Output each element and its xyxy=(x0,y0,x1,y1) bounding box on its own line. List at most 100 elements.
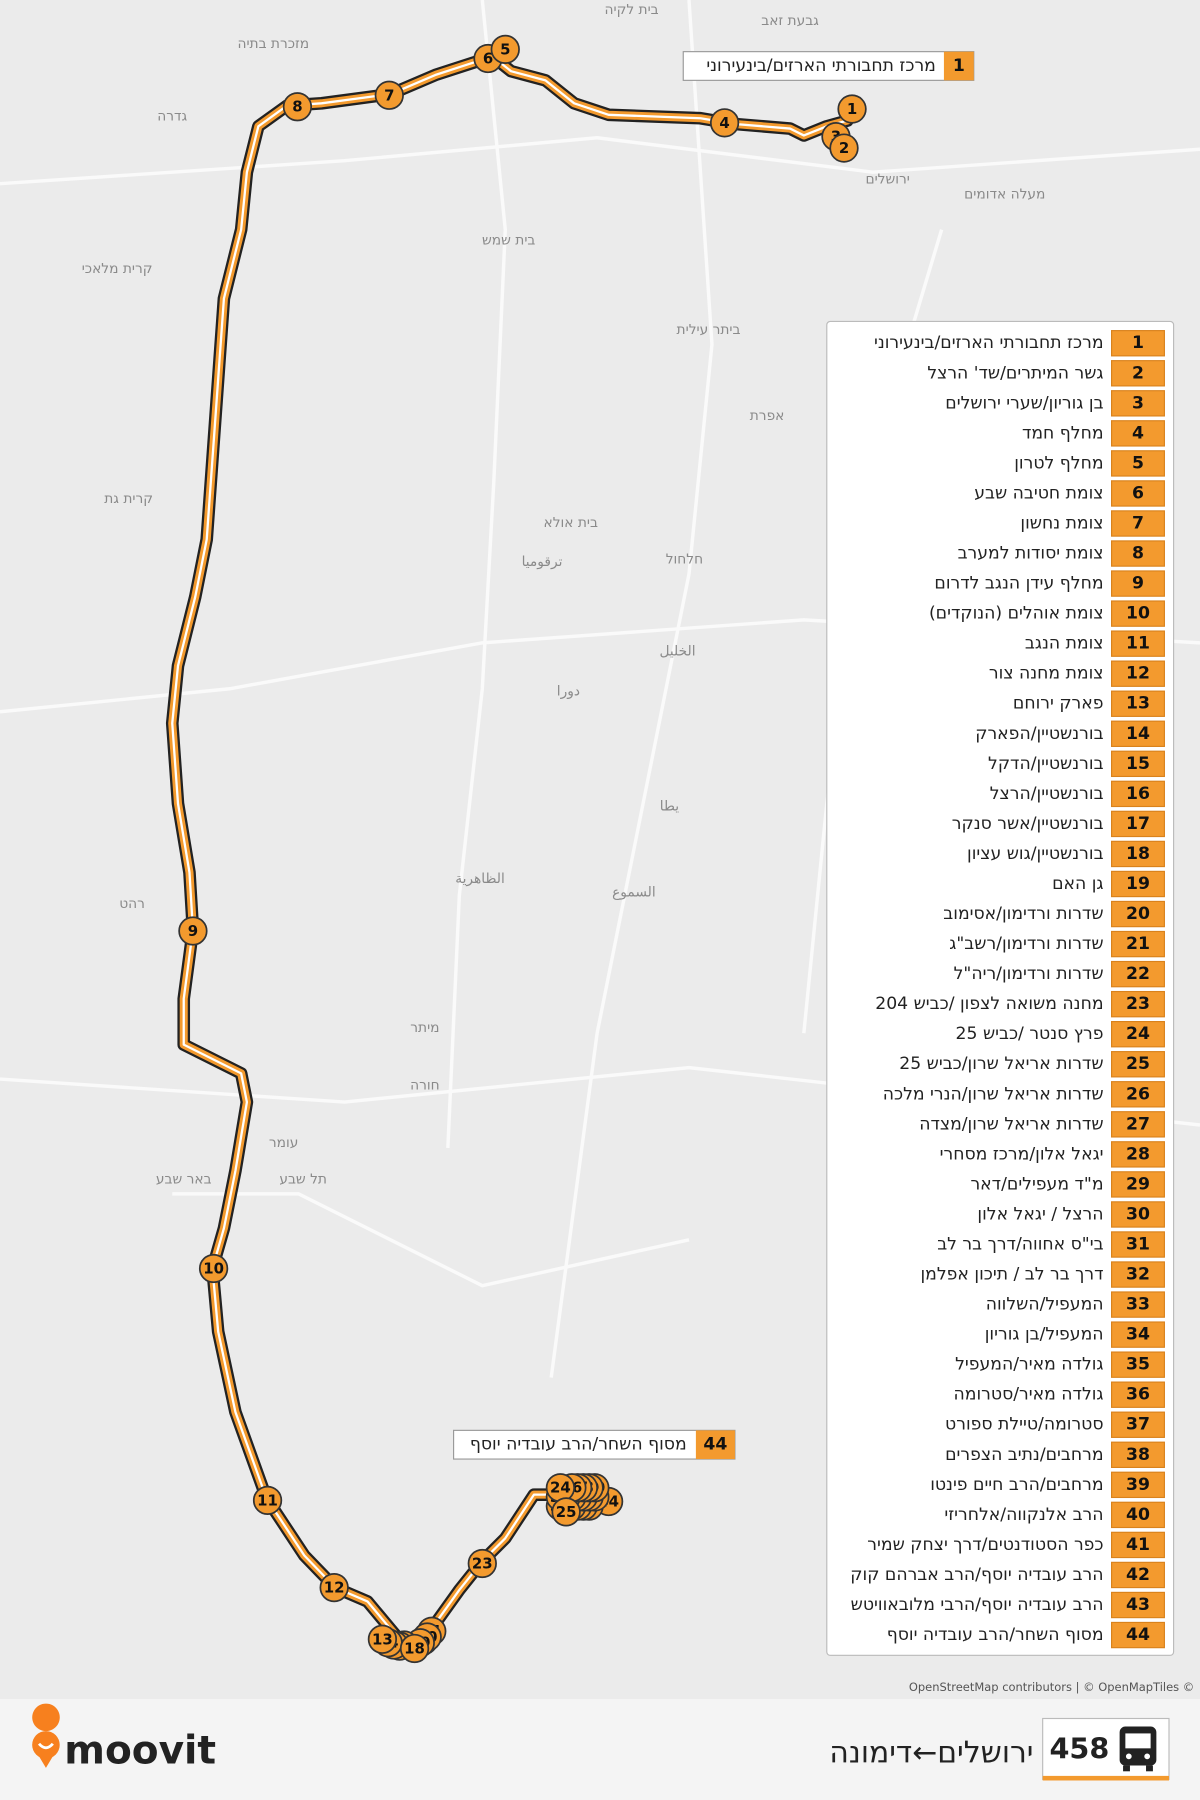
stop-row-number-box xyxy=(1111,1291,1165,1318)
stop-row-number-box xyxy=(1111,630,1165,657)
stop-row-number: 39 xyxy=(1126,1475,1150,1495)
stop-row-name: צומת נחשון xyxy=(1020,513,1103,533)
stop-row: 15 בורנשטיין/הדקל xyxy=(988,750,1165,778)
stop-marker-number: 18 xyxy=(404,1639,425,1657)
stop-row-number: 19 xyxy=(1126,874,1150,894)
place-label: בית לקיה xyxy=(605,2,659,18)
stop-marker: 8 xyxy=(282,92,313,122)
place-label: תל שבע xyxy=(279,1172,327,1188)
stop-row: 33 המעפיל/השלווה xyxy=(986,1291,1165,1318)
stop-row-name: מרחבים/הרב חיים פינטו xyxy=(930,1475,1103,1495)
stop-marker-number: 9 xyxy=(188,922,198,940)
stop-row-number: 16 xyxy=(1126,784,1150,804)
stop-row-number-box xyxy=(1111,660,1165,687)
stop-row-number-box xyxy=(1111,1531,1165,1559)
place-label: קרית גת xyxy=(104,491,153,507)
stop-row-number: 4 xyxy=(1132,423,1144,443)
callout-number-box xyxy=(695,1430,735,1460)
stop-row-name: הרצל / יגאל אלון xyxy=(977,1204,1103,1224)
stop-row-number: 12 xyxy=(1126,664,1150,684)
stop-row: 14 בורנשטיין/הפארק xyxy=(975,720,1165,747)
footer-background xyxy=(0,1698,1200,1800)
stop-row: 29 מ"ד מעפילים/דאר xyxy=(970,1171,1165,1198)
stop-row-name: בורנשטיין/גוש עציון xyxy=(967,844,1104,864)
stop-row-name: המעפיל/בן גוריון xyxy=(985,1325,1104,1345)
stop-row-number-box xyxy=(1111,1171,1165,1198)
stop-row: 6 צומת חטיבה שבע xyxy=(974,480,1165,507)
stop-row-number-box xyxy=(1111,1051,1165,1078)
stop-row-name: יגאל אלון/מרכז מסחרי xyxy=(940,1144,1104,1164)
callout-last: 44 מסוף השחר/הרב עובדיה יוסף xyxy=(453,1429,736,1460)
stop-marker-number: 4 xyxy=(719,114,729,132)
stop-row-number: 8 xyxy=(1132,544,1144,564)
stop-row-number: 26 xyxy=(1126,1084,1150,1104)
stop-row-number: 24 xyxy=(1126,1024,1150,1044)
stop-row-name: צומת אוהלים (הנוקדים) xyxy=(929,604,1104,624)
stop-row: 26 שדרות אריאל שרון/הנרי מלכה xyxy=(883,1081,1165,1108)
stop-row-number: 21 xyxy=(1126,934,1150,954)
attribution: OpenStreetMap contributors | © OpenMapTi… xyxy=(909,1680,1194,1694)
place-label: מזכרת בתיה xyxy=(237,36,309,52)
stop-row: 18 בורנשטיין/גוש עציון xyxy=(967,840,1165,868)
stop-row-number: 35 xyxy=(1126,1355,1150,1375)
stop-row-number-box xyxy=(1111,1351,1165,1378)
stop-marker: 7 xyxy=(374,80,404,110)
bus-light xyxy=(1144,1753,1151,1760)
stop-row-number-box xyxy=(1111,990,1165,1018)
stop-row: 41 כפר הסטודנטים/דרך יצחק שמיר xyxy=(867,1531,1165,1559)
stop-row: 9 מחלף עידן הנגב לדרום xyxy=(934,570,1165,597)
stop-marker-circle xyxy=(551,1497,581,1527)
stop-row-name: גולדה מאיר/סטרומה xyxy=(954,1385,1104,1405)
stop-row: 23 מחנה משואה לצפון /כביש 204 xyxy=(875,990,1165,1018)
bus-icon xyxy=(1119,1726,1157,1772)
stop-row-name: גולדה מאיר/המעפיל xyxy=(955,1355,1103,1375)
stop-row-name: מחלף לטרון xyxy=(1014,453,1103,473)
stop-row-name: בורנשטיין/אשר סנקר xyxy=(952,814,1104,834)
stop-row-number: 32 xyxy=(1126,1265,1150,1285)
badge-underline xyxy=(1042,1775,1169,1781)
stop-marker-circle xyxy=(198,1253,229,1284)
stop-row-name: בן גוריון/שערי ירושלים xyxy=(945,393,1103,413)
stop-marker: 23 xyxy=(467,1548,497,1579)
stop-row-number-box xyxy=(1111,750,1165,778)
stop-row-number: 28 xyxy=(1126,1144,1150,1164)
stop-row-number: 9 xyxy=(1132,574,1144,594)
place-label: ביתר עילית xyxy=(677,322,741,338)
stop-marker-number: 10 xyxy=(203,1259,224,1277)
stop-row-number-box xyxy=(1111,450,1165,477)
stop-row-number: 13 xyxy=(1126,694,1150,714)
stop-row-name: מרחבים/נתיב הצפרים xyxy=(945,1445,1103,1465)
stop-row-number: 25 xyxy=(1126,1054,1150,1074)
footer: moovit ירושלים←דימונה 458 xyxy=(0,1698,1200,1800)
stop-row: 12 צומת מחנה צור xyxy=(989,660,1165,687)
stop-marker-circle xyxy=(282,92,313,122)
place-label: ירושלים xyxy=(865,172,909,188)
stop-marker-circle xyxy=(709,108,740,138)
stop-row-number-box xyxy=(1111,1561,1165,1589)
stop-row: 10 צומת אוהלים (הנוקדים) xyxy=(929,600,1165,627)
stop-row: 30 הרצל / יגאל אלון xyxy=(977,1201,1165,1228)
stop-marker-number: 5 xyxy=(500,40,510,58)
stop-marker: 5 xyxy=(490,34,520,64)
stop-marker-number: 12 xyxy=(324,1579,345,1597)
stop-row-number: 22 xyxy=(1126,964,1150,984)
stop-row: 44 מסוף השחר/הרב עובדיה יוסף xyxy=(887,1621,1165,1649)
stop-row: 42 הרב עובדיה יוסף/הרב אברהם קוק xyxy=(850,1561,1165,1589)
stop-row-name: צומת הנגב xyxy=(1025,634,1104,654)
place-label: גדרה xyxy=(157,109,187,125)
stop-row-number: 43 xyxy=(1126,1595,1150,1615)
stop-row-number-box xyxy=(1111,390,1165,417)
callout-text: מרכז תחבורתי הארזים/בינעירוני xyxy=(706,56,936,76)
place-label: الخليل xyxy=(659,643,695,659)
stop-row-number-box xyxy=(1111,1081,1165,1108)
place-label: גבעת זאב xyxy=(761,13,819,29)
stop-row: 1 מרכז תחבורתי הארזים/בינעירוני xyxy=(874,330,1165,357)
stop-row-name: שדרות אריאל שרון/מצדה xyxy=(919,1114,1103,1134)
stop-row: 22 שדרות ורדימון/ריה"ל xyxy=(954,960,1165,988)
stop-row-number-box xyxy=(1111,960,1165,988)
stop-row-name: גן האם xyxy=(1052,874,1103,894)
stop-row: 5 מחלף לטרון xyxy=(1014,450,1165,477)
stop-marker-number: 13 xyxy=(372,1630,393,1648)
stop-row-name: שדרות ורדימון/אסימוב xyxy=(943,904,1103,924)
